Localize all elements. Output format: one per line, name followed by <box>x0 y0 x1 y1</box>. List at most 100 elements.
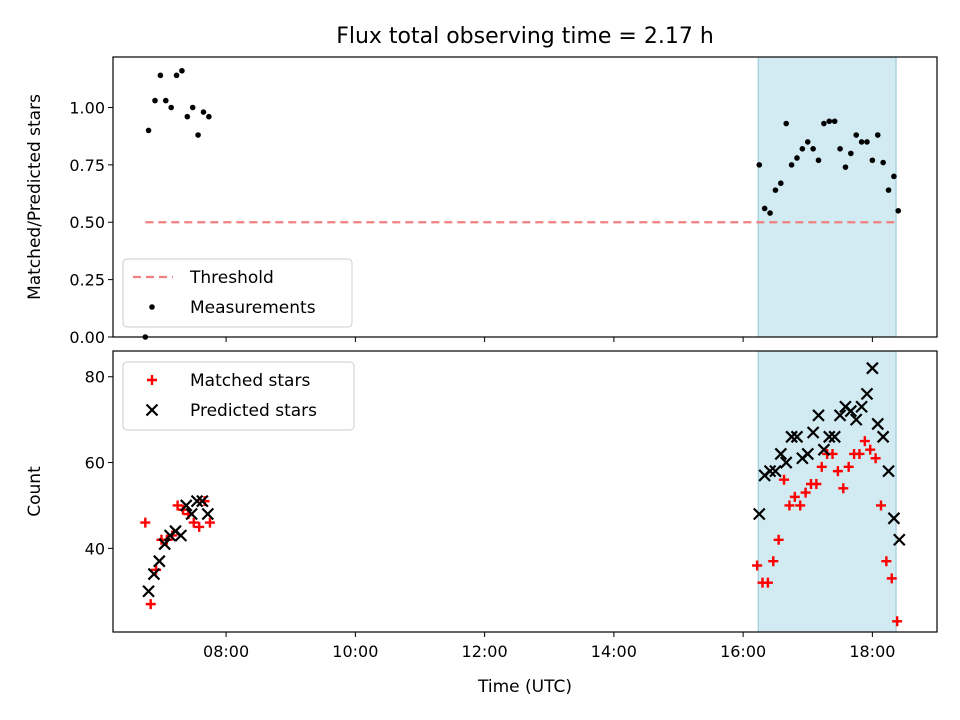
matched-point <box>800 487 811 498</box>
measurement-point <box>826 118 833 125</box>
matched-point <box>892 616 903 627</box>
matched-point <box>768 556 779 567</box>
predicted-point <box>174 529 188 542</box>
matched-point <box>789 491 800 502</box>
measurement-point <box>799 146 806 152</box>
predicted-point <box>893 533 906 547</box>
y-tick-label: 40 <box>85 539 105 558</box>
predicted-point <box>801 447 815 461</box>
matched-point <box>773 534 784 545</box>
matched-point <box>854 448 865 459</box>
matched-point <box>832 466 843 477</box>
legend: Matched stars Predicted stars <box>122 361 355 431</box>
measurement-point <box>895 207 902 214</box>
measurement-point <box>885 187 892 193</box>
measurement-point <box>804 139 811 145</box>
predicted-point <box>833 409 847 422</box>
measurement-point <box>206 113 212 120</box>
predicted-point <box>190 494 204 508</box>
matched-point <box>875 500 886 511</box>
predicted-point <box>179 499 193 512</box>
measurement-point <box>772 187 779 193</box>
matched-point <box>194 521 205 532</box>
measurement-point <box>145 127 152 134</box>
matched-point <box>172 500 183 511</box>
predicted-point <box>790 430 804 444</box>
predicted-point <box>153 554 166 568</box>
matched-point <box>843 461 854 472</box>
measurement-point <box>767 210 773 216</box>
y-tick-label: 0.75 <box>69 156 105 175</box>
measurement-point <box>162 97 169 104</box>
measurement-point <box>831 118 838 125</box>
x-axis-label: Time (UTC) <box>477 677 572 697</box>
measurement-point <box>184 113 191 120</box>
measurement-point <box>858 139 865 145</box>
predicted-point <box>142 584 155 598</box>
matched-point <box>886 573 897 584</box>
predicted-point <box>774 447 788 461</box>
predicted-point <box>812 409 825 422</box>
measurement-point <box>869 157 876 164</box>
measurement-point <box>864 139 870 145</box>
measurement-point <box>189 104 196 111</box>
measurement-point <box>891 173 897 180</box>
x-tick-label: 08:00 <box>203 642 249 661</box>
legend-box <box>122 361 355 431</box>
y-axis-label: Count <box>25 466 45 517</box>
shaded-span <box>757 350 897 633</box>
legend-measurements-swatch <box>149 304 155 310</box>
legend-box <box>122 258 353 328</box>
matched-point <box>811 478 822 489</box>
axes-frame <box>112 350 938 633</box>
matched-point <box>795 500 806 511</box>
predicted-point <box>882 464 895 478</box>
measurement-point <box>168 104 174 111</box>
matched-point <box>838 483 849 494</box>
y-tick-label: 60 <box>85 454 105 473</box>
predicted-point <box>817 443 831 456</box>
measurement-point <box>195 132 201 138</box>
measurement-point <box>848 150 854 157</box>
measurement-point <box>778 180 784 187</box>
legend-label: Threshold <box>189 268 274 288</box>
measurement-point <box>842 164 849 170</box>
shaded-span <box>757 56 897 338</box>
matched-point <box>140 517 151 528</box>
legend-matched-swatch <box>147 375 157 385</box>
matched-point <box>762 577 773 588</box>
predicted-point <box>158 537 171 551</box>
predicted-point <box>201 507 215 521</box>
series-measurements <box>142 67 902 340</box>
matched-point <box>870 453 881 464</box>
y-tick-label: 0.00 <box>69 328 105 347</box>
predicted-point <box>855 400 868 414</box>
y-axis-label: Matched/Predicted stars <box>25 94 45 300</box>
x-tick-label: 16:00 <box>720 642 766 661</box>
predicted-point <box>196 494 209 508</box>
legend-label: Matched stars <box>190 371 310 391</box>
measurement-point <box>853 132 860 138</box>
matched-point <box>752 560 763 571</box>
measurement-point <box>788 162 795 168</box>
x-tick-label: 10:00 <box>332 642 378 661</box>
legend: Threshold Measurements <box>122 258 353 328</box>
predicted-point <box>876 430 890 444</box>
matched-point <box>784 500 795 511</box>
measurement-point <box>874 132 881 138</box>
measurement-point <box>157 72 164 79</box>
panel-2: 40 60 80 08:00 10:00 12:00 14:00 16:00 18:00 Coun… <box>25 350 938 661</box>
y-tick-label: 1.00 <box>69 98 105 117</box>
matched-point <box>859 436 870 447</box>
x-tick-label: 14:00 <box>591 642 637 661</box>
measurement-point <box>880 159 886 166</box>
panel-1: 0.00 0.25 0.50 0.75 1.00 Matched/Predicted st… <box>25 56 938 347</box>
matched-point <box>816 461 827 472</box>
measurement-point <box>200 109 207 115</box>
y-tick-label: 80 <box>85 368 105 387</box>
predicted-point <box>147 567 161 581</box>
predicted-point <box>785 430 798 444</box>
measurement-point <box>761 205 768 212</box>
matched-point <box>145 599 156 610</box>
